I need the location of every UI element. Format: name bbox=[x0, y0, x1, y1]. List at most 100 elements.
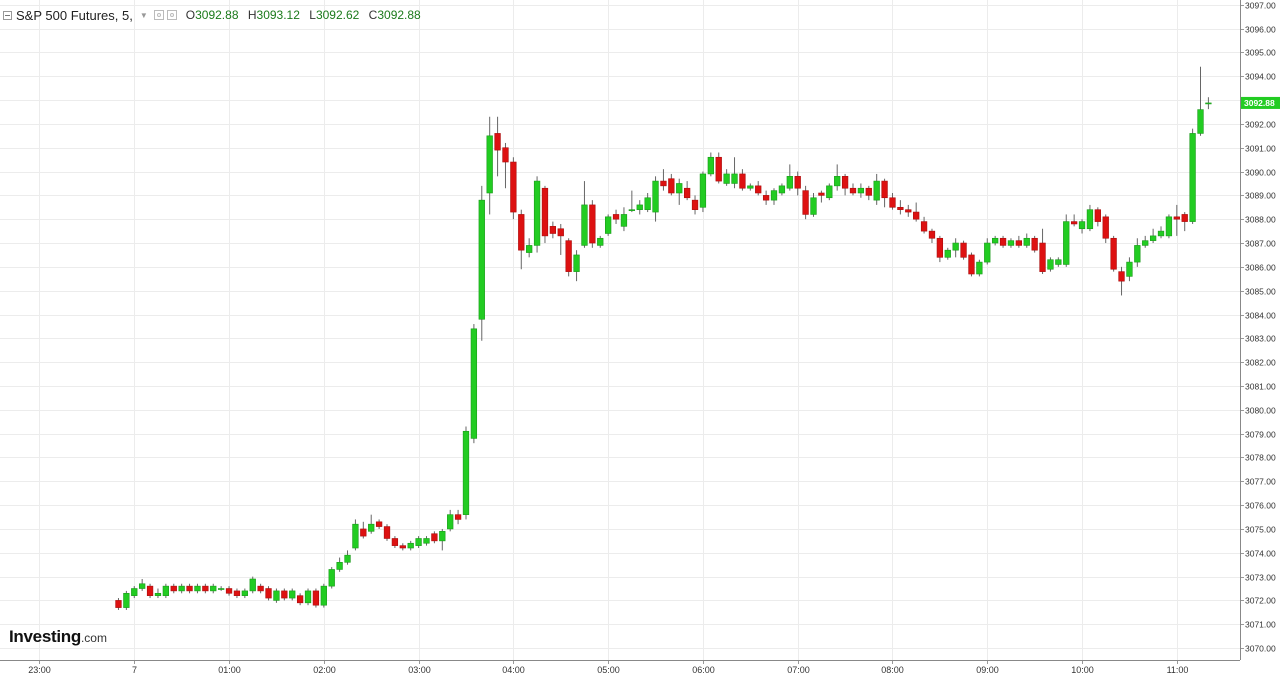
candle[interactable] bbox=[581, 181, 588, 248]
candle[interactable] bbox=[873, 173, 880, 205]
candle[interactable] bbox=[889, 192, 896, 210]
candle[interactable] bbox=[249, 576, 256, 594]
candle[interactable] bbox=[762, 190, 770, 205]
candle[interactable] bbox=[976, 259, 983, 277]
candle[interactable] bbox=[494, 116, 501, 177]
candle[interactable] bbox=[1102, 214, 1109, 244]
candle[interactable] bbox=[462, 426, 470, 520]
candle[interactable] bbox=[115, 598, 122, 610]
candle[interactable] bbox=[162, 583, 170, 599]
candle[interactable] bbox=[1110, 235, 1117, 272]
candle[interactable] bbox=[320, 583, 327, 608]
candle[interactable] bbox=[526, 238, 533, 258]
candle[interactable] bbox=[660, 169, 667, 191]
candle[interactable] bbox=[1078, 219, 1086, 234]
candle[interactable] bbox=[802, 185, 809, 220]
candle[interactable] bbox=[770, 188, 778, 205]
candle[interactable] bbox=[431, 531, 438, 544]
candle[interactable] bbox=[399, 543, 406, 551]
candle[interactable] bbox=[786, 164, 793, 191]
candle[interactable] bbox=[273, 588, 280, 603]
candle[interactable] bbox=[834, 164, 841, 191]
candle[interactable] bbox=[731, 157, 738, 189]
candle[interactable] bbox=[312, 588, 320, 608]
candle[interactable] bbox=[470, 324, 478, 444]
candle[interactable] bbox=[589, 200, 596, 248]
candle[interactable] bbox=[1063, 214, 1070, 267]
candle[interactable] bbox=[383, 524, 391, 541]
candle[interactable] bbox=[960, 240, 967, 260]
candle[interactable] bbox=[1142, 235, 1149, 248]
candle[interactable] bbox=[636, 200, 643, 215]
candle[interactable] bbox=[1031, 235, 1038, 253]
candle[interactable] bbox=[999, 235, 1007, 248]
candle[interactable] bbox=[1015, 235, 1022, 248]
candle[interactable] bbox=[502, 142, 509, 189]
candle[interactable] bbox=[897, 200, 904, 215]
candle[interactable] bbox=[178, 583, 185, 594]
candle[interactable] bbox=[296, 593, 304, 606]
candle[interactable] bbox=[841, 173, 849, 196]
candle[interactable] bbox=[1126, 257, 1133, 282]
candle[interactable] bbox=[391, 536, 399, 549]
candle[interactable] bbox=[533, 176, 541, 253]
candle[interactable] bbox=[233, 588, 241, 599]
candle[interactable] bbox=[1173, 204, 1180, 236]
candle[interactable] bbox=[810, 192, 817, 217]
candle[interactable] bbox=[202, 583, 209, 594]
candle[interactable] bbox=[304, 588, 312, 606]
candle[interactable] bbox=[557, 223, 564, 255]
candle[interactable] bbox=[605, 214, 612, 236]
instrument-title[interactable]: S&P 500 Futures, 5, bbox=[16, 7, 133, 23]
candle[interactable] bbox=[968, 252, 975, 277]
candle[interactable] bbox=[541, 185, 549, 244]
candle[interactable] bbox=[849, 183, 857, 196]
candle[interactable] bbox=[668, 173, 675, 196]
candle[interactable] bbox=[1055, 257, 1062, 267]
candle[interactable] bbox=[755, 181, 762, 196]
candle[interactable] bbox=[683, 181, 691, 201]
candle[interactable] bbox=[865, 185, 872, 201]
candle[interactable] bbox=[1047, 257, 1054, 272]
candle[interactable] bbox=[652, 176, 659, 222]
candle[interactable] bbox=[289, 588, 296, 601]
candle[interactable] bbox=[597, 235, 604, 248]
candle[interactable] bbox=[241, 588, 248, 599]
candle[interactable] bbox=[154, 588, 162, 599]
candle[interactable] bbox=[510, 157, 517, 220]
candle[interactable] bbox=[920, 216, 928, 234]
visibility-icon[interactable] bbox=[166, 10, 177, 20]
candle[interactable] bbox=[881, 178, 888, 208]
candle[interactable] bbox=[415, 536, 422, 549]
candle[interactable] bbox=[573, 250, 580, 282]
candle[interactable] bbox=[723, 169, 730, 186]
candle[interactable] bbox=[344, 550, 351, 565]
candle[interactable] bbox=[139, 578, 146, 591]
candle[interactable] bbox=[123, 590, 130, 610]
candle[interactable] bbox=[368, 514, 375, 534]
candle[interactable] bbox=[857, 183, 865, 198]
candle[interactable] bbox=[913, 202, 920, 222]
candle[interactable] bbox=[739, 169, 746, 191]
candle[interactable] bbox=[1086, 204, 1094, 232]
candle[interactable] bbox=[1070, 214, 1078, 227]
candle[interactable] bbox=[478, 185, 485, 341]
candle[interactable] bbox=[628, 190, 635, 213]
settings-icon[interactable] bbox=[153, 10, 164, 20]
candle[interactable] bbox=[549, 221, 557, 239]
candle[interactable] bbox=[715, 152, 722, 184]
candle[interactable] bbox=[984, 238, 991, 265]
candle[interactable] bbox=[1007, 238, 1015, 248]
candle[interactable] bbox=[1134, 238, 1141, 267]
candle[interactable] bbox=[699, 171, 707, 213]
candle[interactable] bbox=[818, 190, 825, 203]
candle[interactable] bbox=[1039, 228, 1046, 275]
candle[interactable] bbox=[265, 586, 272, 601]
candle[interactable] bbox=[218, 586, 225, 591]
candle[interactable] bbox=[423, 536, 430, 546]
candle[interactable] bbox=[131, 586, 138, 599]
candle[interactable] bbox=[1157, 226, 1165, 239]
candle[interactable] bbox=[691, 195, 699, 215]
candle[interactable] bbox=[257, 583, 264, 594]
